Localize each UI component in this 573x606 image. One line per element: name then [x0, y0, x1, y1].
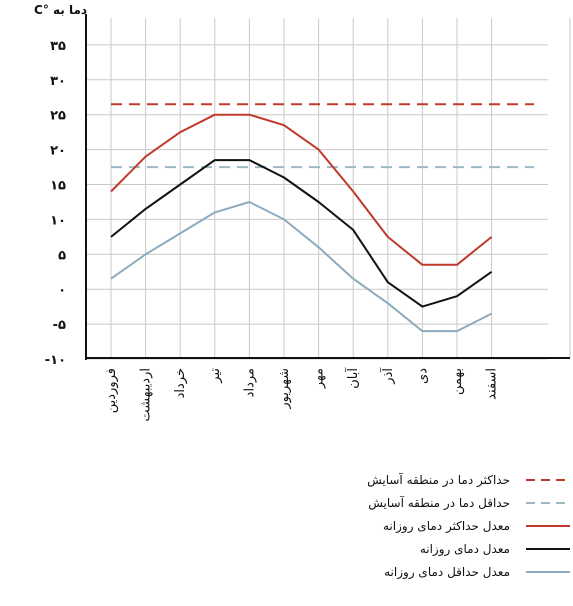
y-tick-label: ۳۵ — [50, 39, 66, 54]
series-line — [110, 159, 493, 308]
y-tick-label: ۰ — [58, 283, 66, 298]
legend-label: معدل حداقل دمای روزانه — [384, 564, 510, 579]
x-tick-labels: فروردین اردیبهشت خرداد تیر مرداد شهریور مهر آبا… — [104, 367, 500, 422]
legend-item: حداکثر دما در منطقه آسایش — [300, 468, 570, 491]
x-tick-label: اسفند — [485, 368, 500, 400]
y-tick-labels: ۳۵ ۳۰ ۲۵ ۲۰ ۱۵ ۱۰ ۵ ۰ -۵ -۱۰ — [45, 39, 66, 368]
legend-item: معدل حداکثر دمای روزانه — [300, 514, 570, 537]
y-tick-label: -۱۰ — [45, 353, 66, 368]
legend-item: معدل حداقل دمای روزانه — [300, 560, 570, 583]
y-tick-label: ۱۰ — [50, 213, 66, 228]
legend-swatch — [526, 501, 570, 504]
legend-item: معدل دمای روزانه — [300, 537, 570, 560]
x-tick-label: تیر — [208, 368, 223, 384]
series-line — [110, 201, 493, 333]
y-tick-label: ۲۵ — [50, 109, 66, 124]
legend-swatch — [526, 478, 570, 481]
x-tick-label: مهر — [312, 368, 327, 389]
legend-label: حداقل دما در منطقه آسایش — [368, 495, 510, 510]
legend-label: حداکثر دما در منطقه آسایش — [367, 472, 510, 487]
legend-swatch — [526, 547, 570, 550]
legend-label: معدل دمای روزانه — [419, 541, 510, 556]
x-tick-label: اردیبهشت — [139, 368, 154, 422]
grid — [86, 18, 571, 360]
legend-label: معدل حداکثر دمای روزانه — [383, 518, 510, 533]
x-tick-label: خرداد — [173, 368, 188, 398]
legend-swatch — [526, 524, 570, 527]
series-lines — [110, 103, 534, 333]
y-tick-label: ۱۵ — [50, 179, 66, 194]
legend: حداکثر دما در منطقه آسایش حداقل دما در من… — [300, 468, 570, 583]
legend-swatch — [526, 570, 570, 573]
y-tick-label: ۳۰ — [50, 74, 66, 89]
x-tick-label: شهریور — [277, 368, 292, 410]
y-axis-title: دما به °C — [34, 3, 87, 17]
x-tick-label: بهمن — [450, 368, 465, 395]
x-tick-label: مرداد — [242, 368, 257, 397]
x-tick-label: فروردین — [104, 368, 119, 413]
x-tick-label: دی — [415, 368, 430, 384]
y-tick-label: ۵ — [58, 248, 66, 263]
y-tick-label: ۲۰ — [50, 144, 66, 159]
y-tick-label: -۵ — [53, 318, 66, 333]
legend-item: حداقل دما در منطقه آسایش — [300, 491, 570, 514]
x-tick-label: آذر — [379, 367, 396, 385]
x-tick-label: آبان — [344, 367, 361, 389]
series-line — [110, 113, 493, 266]
temperature-chart: ۳۵ ۳۰ ۲۵ ۲۰ ۱۵ ۱۰ ۵ ۰ -۵ -۱۰ فروردین اردیبهشت خرداد… — [34, 3, 571, 422]
axes — [85, 14, 570, 360]
